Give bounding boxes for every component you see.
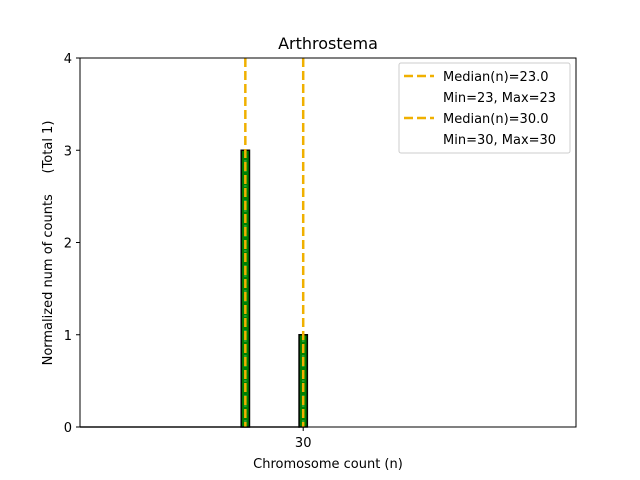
- legend-median-label-2: Median(n)=30.0: [443, 112, 549, 127]
- legend-range-label-1: Min=23, Max=23: [443, 91, 556, 106]
- y-tick-label-2: 2: [64, 237, 72, 252]
- x-axis: 30: [295, 427, 312, 451]
- y-tick-label-3: 3: [64, 144, 72, 159]
- x-axis-label: Chromosome count (n): [253, 457, 403, 472]
- plot-frame: [79, 57, 577, 428]
- legend-median-label-1: Median(n)=23.0: [443, 70, 549, 85]
- y-tick-label-1: 1: [64, 329, 72, 344]
- y-tick-label-0: 0: [64, 421, 72, 436]
- x-tick-label-30: 30: [295, 436, 312, 451]
- y-axis: 0 1 2 3 4: [64, 52, 80, 436]
- legend-range-label-2: Min=30, Max=30: [443, 133, 556, 148]
- y-tick-label-4: 4: [64, 52, 72, 67]
- chart-title: Arthrostema: [278, 34, 378, 53]
- legend-box: [398, 62, 571, 154]
- y-axis-label: Normalized num of counts (Total 1): [41, 121, 56, 366]
- legend: Median(n)=23.0 Min=23, Max=23 Median(n)=…: [398, 62, 571, 154]
